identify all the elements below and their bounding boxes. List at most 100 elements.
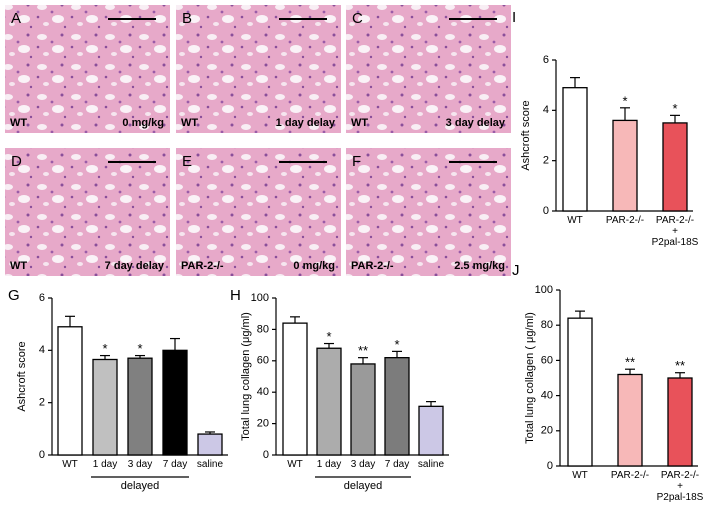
significance: ** bbox=[625, 355, 635, 370]
x-tick-label-box: PAR-2-/- + P2pal-18S bbox=[651, 215, 699, 248]
x-tick-label-box: 3 day bbox=[127, 459, 153, 470]
bar bbox=[562, 87, 588, 212]
significance: * bbox=[137, 341, 142, 356]
x-tick-label-box: WT bbox=[572, 470, 588, 481]
genotype-label: WT bbox=[10, 260, 27, 272]
panel-letter: H bbox=[230, 287, 241, 304]
x-tick-label: WT bbox=[287, 459, 303, 470]
panel-letter: C bbox=[352, 10, 363, 27]
x-tick-label-box: saline bbox=[418, 459, 444, 470]
x-tick-label: 3 day bbox=[350, 459, 376, 470]
y-tick-label: 60 bbox=[257, 355, 269, 367]
x-tick-label: 7 day bbox=[162, 459, 188, 470]
y-tick-label: 0 bbox=[547, 460, 553, 472]
y-tick-label: 20 bbox=[257, 418, 269, 430]
bar bbox=[92, 358, 118, 456]
significance: ** bbox=[675, 358, 685, 373]
genotype-label: WT bbox=[10, 117, 27, 129]
x-tick-label-box: 7 day bbox=[384, 459, 410, 470]
condition-label: 1 day delay bbox=[276, 117, 336, 129]
x-tick-label: 1 day bbox=[92, 459, 118, 470]
y-tick-label: 2 bbox=[543, 155, 549, 167]
y-axis-label: Ashcroft score bbox=[16, 341, 28, 411]
y-tick-label: 40 bbox=[541, 390, 553, 402]
y-axis-label: Ashcroft score bbox=[520, 100, 532, 170]
y-tick-label: 0 bbox=[39, 449, 45, 461]
significance: * bbox=[326, 329, 331, 344]
significance: * bbox=[672, 101, 677, 116]
x-tick-label-box: 7 day bbox=[162, 459, 188, 470]
y-tick-label: 4 bbox=[39, 344, 45, 356]
x-tick-label-box: 3 day bbox=[350, 459, 376, 470]
histology-image bbox=[176, 5, 341, 133]
bar bbox=[127, 357, 153, 456]
x-tick-label-box: PAR-2-/- bbox=[605, 215, 645, 226]
histology-image bbox=[346, 148, 511, 276]
bar bbox=[57, 326, 83, 456]
y-tick-label: 80 bbox=[541, 319, 553, 331]
y-tick-label: 0 bbox=[543, 205, 549, 217]
genotype-label: WT bbox=[181, 117, 198, 129]
bar bbox=[282, 322, 308, 456]
panel-letter: G bbox=[8, 287, 20, 304]
condition-label: 0 mg/kg bbox=[122, 117, 164, 129]
x-tick-label-box: saline bbox=[196, 459, 224, 470]
bar bbox=[162, 349, 188, 456]
x-tick-label-box: 1 day bbox=[316, 459, 342, 470]
x-tick-label: 7 day bbox=[384, 459, 410, 470]
x-tick-label: WT bbox=[62, 459, 78, 470]
significance: ** bbox=[358, 343, 368, 358]
panel-letter: A bbox=[11, 10, 21, 27]
x-tick-label: saline bbox=[196, 459, 224, 470]
y-tick-label: 100 bbox=[535, 284, 553, 296]
x-tick-label: PAR-2-/- bbox=[605, 215, 645, 226]
y-axis-label: Total lung collagen ( μg/ml) bbox=[524, 312, 536, 444]
y-tick-label: 60 bbox=[541, 354, 553, 366]
bar bbox=[384, 357, 410, 456]
bar bbox=[350, 363, 376, 456]
panel-letter: I bbox=[512, 9, 516, 26]
histology-image bbox=[176, 148, 341, 276]
panel-letter: D bbox=[11, 153, 22, 170]
condition-label: 0 mg/kg bbox=[293, 260, 335, 272]
bar bbox=[612, 119, 638, 212]
x-tick-label: 3 day bbox=[127, 459, 153, 470]
histology-image bbox=[5, 148, 170, 276]
histology-image bbox=[346, 5, 511, 133]
panel-letter: E bbox=[182, 153, 192, 170]
x-tick-label: PAR-2-/- bbox=[610, 470, 650, 481]
bar bbox=[662, 122, 688, 212]
significance: * bbox=[622, 93, 627, 108]
bar bbox=[667, 377, 693, 467]
y-tick-label: 6 bbox=[39, 292, 45, 304]
panel-letter: F bbox=[352, 153, 361, 170]
panel-letter: B bbox=[182, 10, 192, 27]
y-tick-label: 80 bbox=[257, 323, 269, 335]
condition-label: 7 day delay bbox=[105, 260, 165, 272]
y-axis-label: Total lung collagen (μg/ml) bbox=[240, 312, 252, 441]
y-tick-label: 40 bbox=[257, 386, 269, 398]
histology-image bbox=[5, 5, 170, 133]
bar bbox=[418, 405, 444, 456]
significance: * bbox=[394, 337, 399, 352]
condition-label: 2.5 mg/kg bbox=[454, 260, 505, 272]
y-tick-label: 100 bbox=[251, 292, 269, 304]
y-tick-label: 4 bbox=[543, 104, 549, 116]
x-tick-label: WT bbox=[567, 215, 583, 226]
genotype-label: WT bbox=[351, 117, 368, 129]
group-label: delayed bbox=[344, 480, 383, 492]
x-tick-label-box: 1 day bbox=[92, 459, 118, 470]
y-tick-label: 6 bbox=[543, 54, 549, 66]
y-tick-label: 0 bbox=[263, 449, 269, 461]
x-tick-label: PAR-2-/- + P2pal-18S bbox=[656, 470, 704, 503]
bar bbox=[197, 433, 223, 456]
x-tick-label: WT bbox=[572, 470, 588, 481]
x-tick-label: 1 day bbox=[316, 459, 342, 470]
significance: * bbox=[102, 341, 107, 356]
x-tick-label: PAR-2-/- + P2pal-18S bbox=[651, 215, 699, 248]
bar bbox=[316, 347, 342, 456]
genotype-label: PAR-2-/- bbox=[351, 260, 394, 272]
y-tick-label: 20 bbox=[541, 425, 553, 437]
x-tick-label-box: WT bbox=[567, 215, 583, 226]
